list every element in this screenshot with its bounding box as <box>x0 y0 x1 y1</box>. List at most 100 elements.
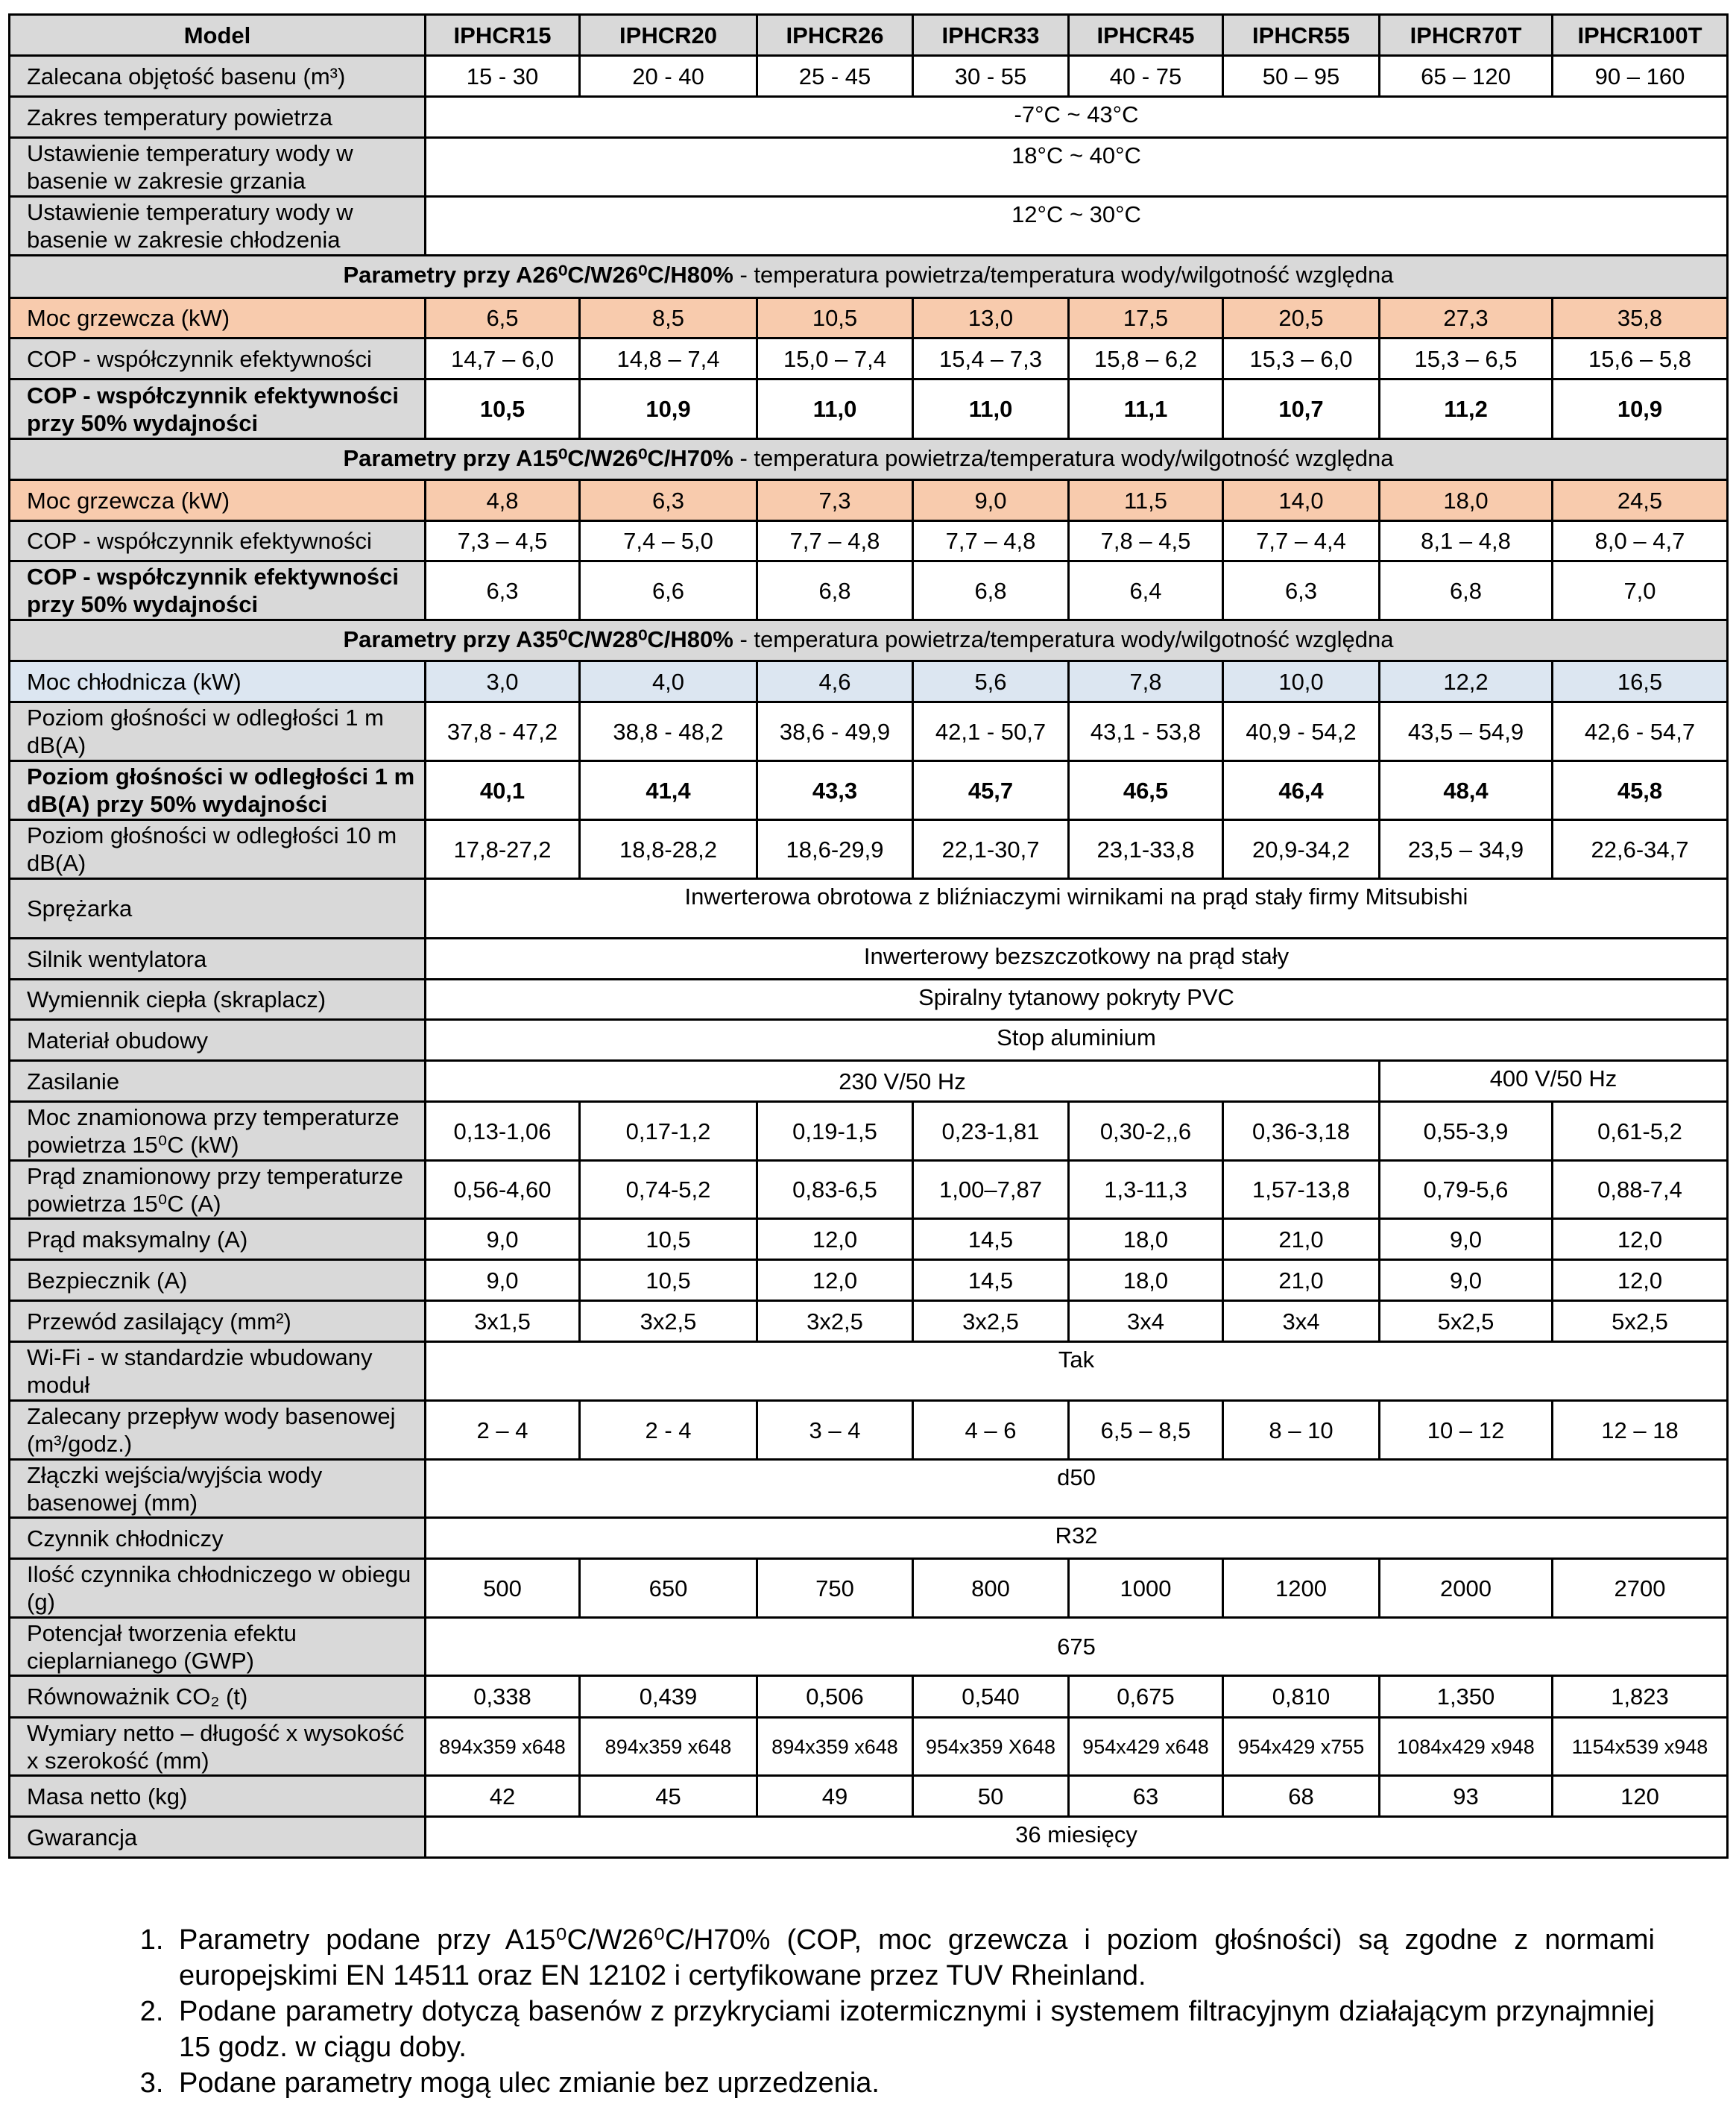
value-cell: 6,3 <box>1222 560 1380 621</box>
value-cell: 0,36-3,18 <box>1222 1100 1380 1162</box>
value-cell: 2 – 4 <box>424 1399 581 1461</box>
table-row: Zasilanie 230 V/50 Hz 400 V/50 Hz <box>8 1059 1729 1103</box>
table-row: COP - współczynnik efektywności przy 50%… <box>8 378 1729 440</box>
model-header-cell: IPHCR70T <box>1378 13 1553 57</box>
model-header-cell: IPHCR55 <box>1222 13 1380 57</box>
value-cell: 3x1,5 <box>424 1300 581 1343</box>
row-label: Silnik wentylatora <box>8 937 426 980</box>
value-cell: 12,0 <box>1551 1259 1729 1302</box>
table-row: Ilość czynnika chłodniczego w obiegu (g)… <box>8 1557 1729 1619</box>
model-header-cell: IPHCR15 <box>424 13 581 57</box>
row-label: Sprężarka <box>8 878 426 939</box>
value-cell: 500 <box>424 1557 581 1619</box>
value-cell: 38,6 - 49,9 <box>756 701 914 762</box>
specification-table: Model IPHCR15 IPHCR20 IPHCR26 IPHCR33 IPHCR4… <box>8 13 1729 1859</box>
merged-value-cell: Inwerterowa obrotowa z bliźniaczymi wirn… <box>424 878 1729 939</box>
value-cell: 5,6 <box>912 660 1070 703</box>
value-cell: 27,3 <box>1378 297 1553 339</box>
value-cell: 20,5 <box>1222 297 1380 339</box>
row-label: Moc znamionowa przy temperaturze powietr… <box>8 1100 426 1162</box>
row-label: Masa netto (kg) <box>8 1774 426 1818</box>
row-label: COP - współczynnik efektywności przy 50%… <box>8 560 426 621</box>
value-cell: 18,8-28,2 <box>578 819 758 880</box>
row-label: Moc grzewcza (kW) <box>8 297 426 339</box>
section-conditions: Parametry przy A15⁰C/W26⁰C/H70% <box>343 445 733 471</box>
table-row: Równoważnik CO₂ (t) 0,338 0,439 0,506 0,540 0… <box>8 1675 1729 1719</box>
value-cell: 9,0 <box>424 1218 581 1261</box>
value-cell: 50 – 95 <box>1222 54 1380 98</box>
value-cell: 954x359 X648 <box>912 1716 1070 1777</box>
value-cell: 14,7 – 6,0 <box>424 337 581 380</box>
value-cell: 43,3 <box>756 760 914 821</box>
value-cell: 9,0 <box>1378 1259 1553 1302</box>
value-cell: 0,506 <box>756 1675 914 1719</box>
model-header-cell: IPHCR100T <box>1551 13 1729 57</box>
value-cell: 16,5 <box>1551 660 1729 703</box>
row-label: COP - współczynnik efektywności <box>8 520 426 562</box>
value-cell: 40,9 - 54,2 <box>1222 701 1380 762</box>
section-conditions: Parametry przy A35⁰C/W28⁰C/H80% <box>343 626 733 652</box>
value-cell: 35,8 <box>1551 297 1729 339</box>
row-label: Zalecana objętość basenu (m³) <box>8 54 426 98</box>
merged-value-cell: 12°C ~ 30°C <box>424 195 1729 256</box>
value-cell: 0,810 <box>1222 1675 1380 1719</box>
power-supply-3phase: 400 V/50 Hz <box>1378 1059 1729 1103</box>
table-row: Wi-Fi - w standardzie wbudowany moduł Tak <box>8 1341 1729 1402</box>
value-cell: 15 - 30 <box>424 54 581 98</box>
value-cell: 3x4 <box>1067 1300 1224 1343</box>
row-label: Poziom głośności w odległości 1 m dB(A) <box>8 701 426 762</box>
value-cell: 1,350 <box>1378 1675 1553 1719</box>
row-label: Prąd znamionowy przy temperaturze powiet… <box>8 1159 426 1220</box>
row-label: Zakres temperatury powietrza <box>8 95 426 139</box>
value-cell: 954x429 x648 <box>1067 1716 1224 1777</box>
value-cell: 12 – 18 <box>1551 1399 1729 1461</box>
table-row: Czynnik chłodniczy R32 <box>8 1516 1729 1560</box>
row-label: Zasilanie <box>8 1059 426 1103</box>
value-cell: 38,8 - 48,2 <box>578 701 758 762</box>
value-cell: 1154x539 x948 <box>1551 1716 1729 1777</box>
value-cell: 5x2,5 <box>1551 1300 1729 1343</box>
value-cell: 6,8 <box>1378 560 1553 621</box>
row-label: Moc chłodnicza (kW) <box>8 660 426 703</box>
section-description: - temperatura powietrza/temperatura wody… <box>733 445 1394 471</box>
row-label: COP - współczynnik efektywności <box>8 337 426 380</box>
value-cell: 8 – 10 <box>1222 1399 1380 1461</box>
value-cell: 23,5 – 34,9 <box>1378 819 1553 880</box>
value-cell: 0,56-4,60 <box>424 1159 581 1220</box>
row-label: Poziom głośności w odległości 1 m dB(A) … <box>8 760 426 821</box>
footnote: Podane parametry mogą ulec zmianie bez u… <box>171 2065 1655 2101</box>
row-label: Ustawienie temperatury wody w basenie w … <box>8 136 426 198</box>
value-cell: 10 – 12 <box>1378 1399 1553 1461</box>
value-cell: 1000 <box>1067 1557 1224 1619</box>
row-label: Bezpiecznik (A) <box>8 1259 426 1302</box>
value-cell: 10,9 <box>1551 378 1729 440</box>
value-cell: 11,2 <box>1378 378 1553 440</box>
value-cell: 0,439 <box>578 1675 758 1719</box>
value-cell: 43,5 – 54,9 <box>1378 701 1553 762</box>
value-cell: 0,338 <box>424 1675 581 1719</box>
value-cell: 46,5 <box>1067 760 1224 821</box>
table-row: Zalecana objętość basenu (m³) 15 - 30 20 -… <box>8 54 1729 98</box>
value-cell: 40 - 75 <box>1067 54 1224 98</box>
table-row: Ustawienie temperatury wody w basenie w … <box>8 136 1729 198</box>
value-cell: 0,19-1,5 <box>756 1100 914 1162</box>
merged-value-cell: Inwerterowy bezszczotkowy na prąd stały <box>424 937 1729 980</box>
value-cell: 6,4 <box>1067 560 1224 621</box>
row-label: Ustawienie temperatury wody w basenie w … <box>8 195 426 256</box>
value-cell: 1200 <box>1222 1557 1380 1619</box>
value-cell: 0,23-1,81 <box>912 1100 1070 1162</box>
value-cell: 7,7 – 4,8 <box>756 520 914 562</box>
value-cell: 24,5 <box>1551 479 1729 522</box>
section-description: - temperatura powietrza/temperatura wody… <box>733 262 1394 288</box>
value-cell: 6,6 <box>578 560 758 621</box>
table-row: Moc grzewcza (kW) 4,8 6,3 7,3 9,0 11,5 14,0 18,… <box>8 479 1729 522</box>
value-cell: 20 - 40 <box>578 54 758 98</box>
value-cell: 0,540 <box>912 1675 1070 1719</box>
value-cell: 22,1-30,7 <box>912 819 1070 880</box>
value-cell: 7,4 – 5,0 <box>578 520 758 562</box>
table-row: Wymiary netto – długość x wysokość x sze… <box>8 1716 1729 1777</box>
section-header: Parametry przy A26⁰C/W26⁰C/H80% - temper… <box>8 254 1729 299</box>
value-cell: 4 – 6 <box>912 1399 1070 1461</box>
value-cell: 1,823 <box>1551 1675 1729 1719</box>
value-cell: 4,8 <box>424 479 581 522</box>
